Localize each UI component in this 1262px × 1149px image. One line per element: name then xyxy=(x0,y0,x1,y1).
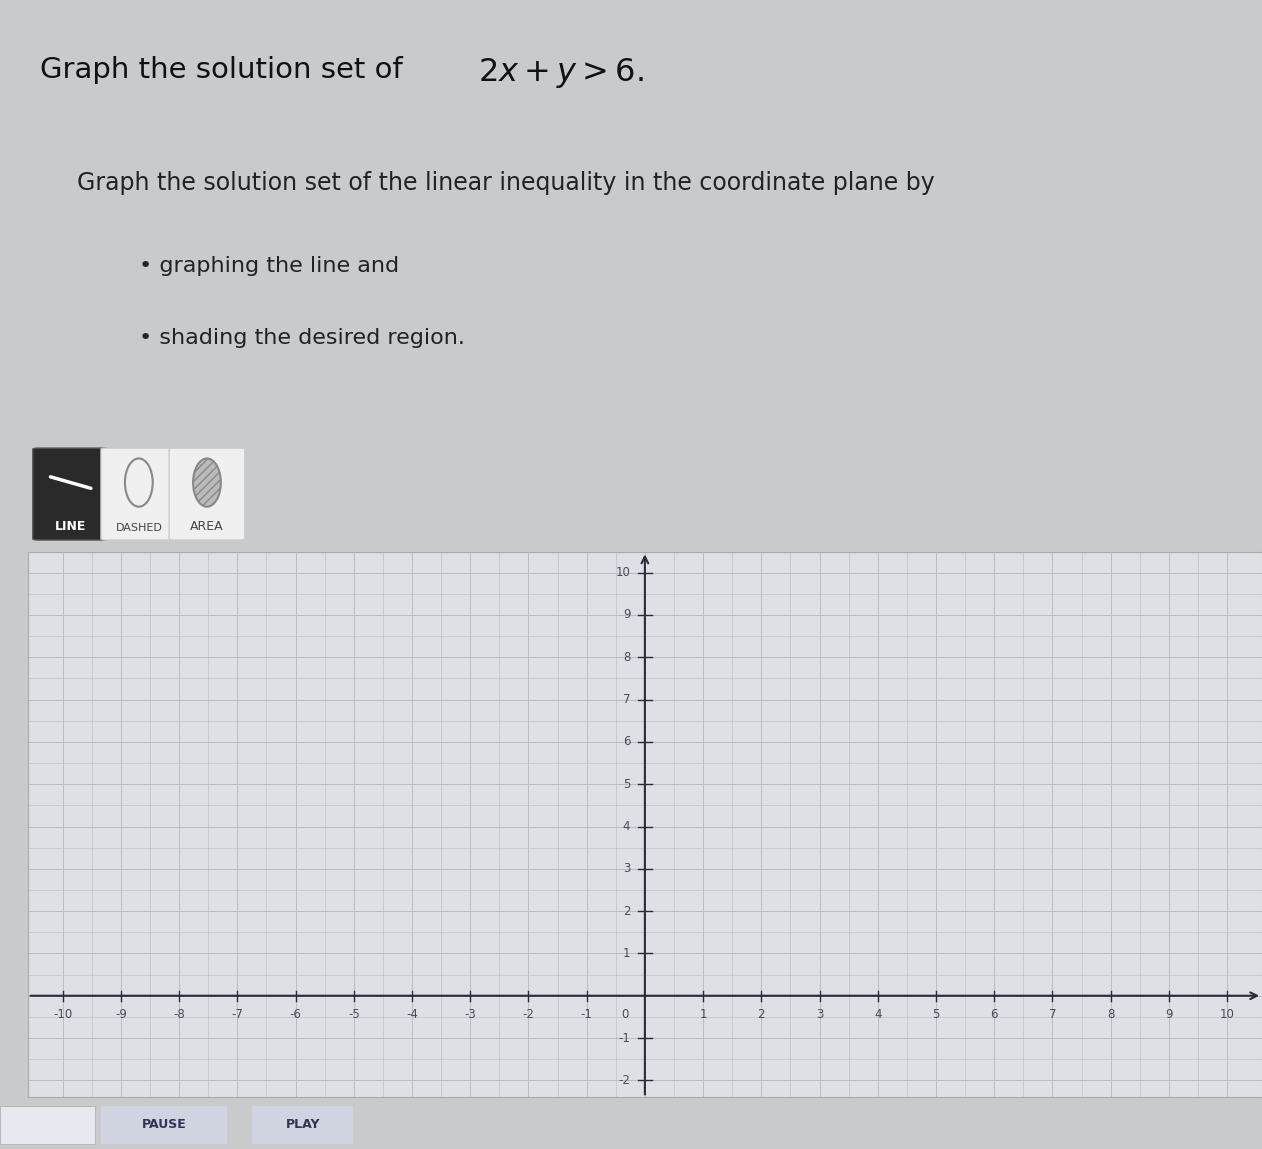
Text: 9: 9 xyxy=(623,609,630,622)
Text: 3: 3 xyxy=(815,1009,823,1021)
Text: 4: 4 xyxy=(875,1009,881,1021)
Text: 5: 5 xyxy=(933,1009,940,1021)
Text: 2: 2 xyxy=(623,904,630,918)
Text: LINE: LINE xyxy=(56,520,86,533)
Text: -1: -1 xyxy=(618,1032,630,1044)
Text: 6: 6 xyxy=(991,1009,998,1021)
Text: 9: 9 xyxy=(1165,1009,1172,1021)
Bar xyxy=(252,1105,353,1144)
Text: 10: 10 xyxy=(616,566,630,579)
Text: • graphing the line and: • graphing the line and xyxy=(139,255,399,276)
Text: -10: -10 xyxy=(53,1009,72,1021)
Text: 6: 6 xyxy=(623,735,630,748)
Text: DASHED: DASHED xyxy=(115,523,163,533)
Text: • shading the desired region.: • shading the desired region. xyxy=(139,327,464,348)
Text: $2x + y > 6.$: $2x + y > 6.$ xyxy=(478,55,644,90)
FancyBboxPatch shape xyxy=(101,448,177,540)
Text: 3: 3 xyxy=(623,863,630,876)
Text: 4: 4 xyxy=(623,820,630,833)
Text: 8: 8 xyxy=(623,650,630,664)
Text: 5: 5 xyxy=(623,778,630,791)
Text: PAUSE: PAUSE xyxy=(141,1118,187,1132)
Text: 8: 8 xyxy=(1107,1009,1114,1021)
Text: 0: 0 xyxy=(621,1009,628,1021)
Bar xyxy=(101,1105,227,1144)
Text: 7: 7 xyxy=(1049,1009,1056,1021)
Text: 1: 1 xyxy=(699,1009,707,1021)
Text: -4: -4 xyxy=(406,1009,418,1021)
Text: -3: -3 xyxy=(464,1009,476,1021)
Text: 1: 1 xyxy=(623,947,630,959)
Text: -7: -7 xyxy=(231,1009,244,1021)
Ellipse shape xyxy=(193,458,221,507)
Text: 10: 10 xyxy=(1219,1009,1234,1021)
Text: -6: -6 xyxy=(290,1009,302,1021)
Text: -9: -9 xyxy=(115,1009,127,1021)
Text: 7: 7 xyxy=(623,693,630,707)
Text: -5: -5 xyxy=(348,1009,360,1021)
FancyBboxPatch shape xyxy=(33,448,109,540)
Bar xyxy=(0,1105,95,1144)
Text: -8: -8 xyxy=(173,1009,186,1021)
Text: -1: -1 xyxy=(581,1009,593,1021)
Text: 2: 2 xyxy=(757,1009,765,1021)
Text: -2: -2 xyxy=(618,1074,630,1087)
Text: -2: -2 xyxy=(522,1009,534,1021)
Text: AREA: AREA xyxy=(191,520,223,533)
Text: PLAY: PLAY xyxy=(285,1118,321,1132)
Text: Graph the solution set of the linear inequality in the coordinate plane by: Graph the solution set of the linear ine… xyxy=(77,170,935,194)
Text: Graph the solution set of: Graph the solution set of xyxy=(40,55,413,84)
FancyBboxPatch shape xyxy=(169,448,245,540)
